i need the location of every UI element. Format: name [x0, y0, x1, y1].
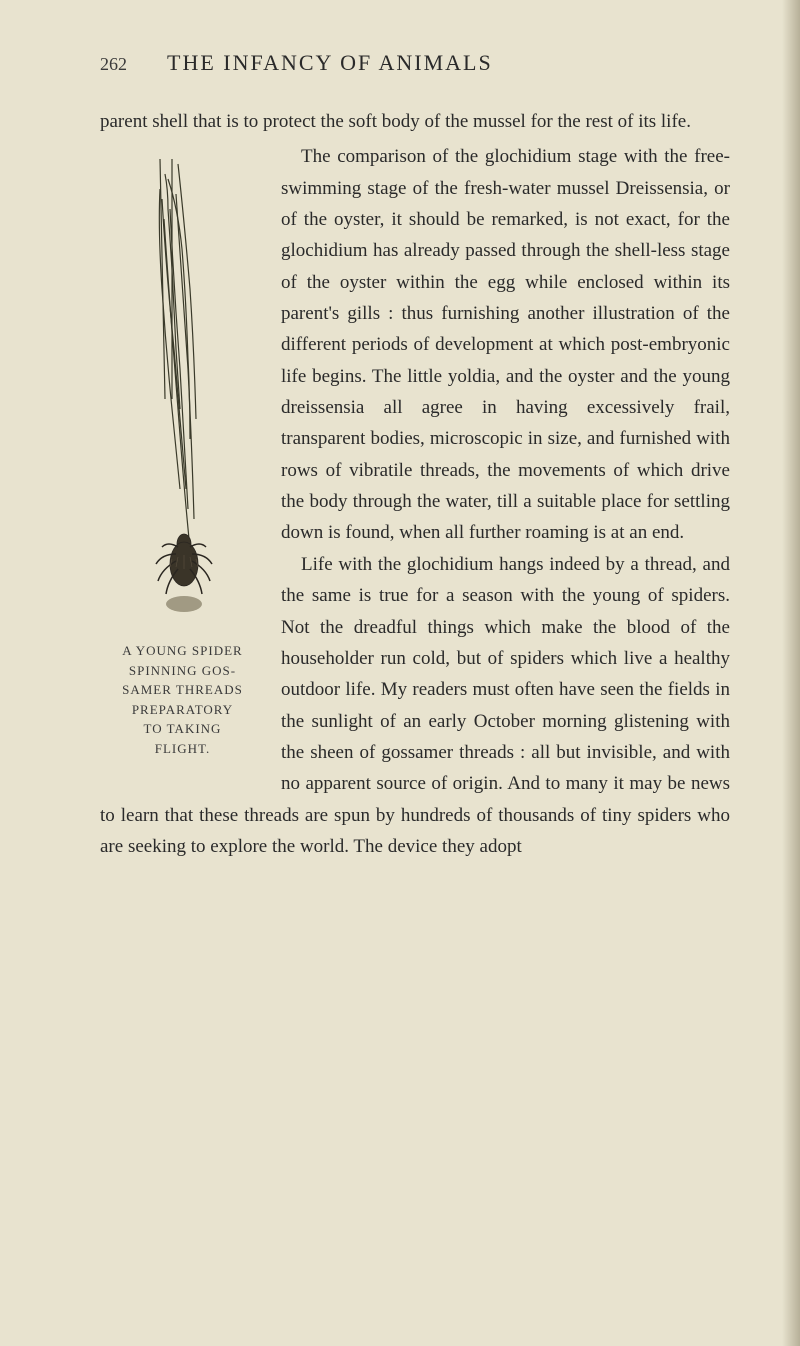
figure-caption: A YOUNG SPIDER SPINNING GOS- SAMER THREA…: [100, 641, 265, 758]
chapter-title: THE INFANCY OF ANIMALS: [167, 50, 493, 76]
caption-line-4: PREPARATORY: [132, 702, 233, 717]
content-wrapper: parent shell that is to protect the soft…: [100, 106, 730, 862]
caption-line-2: SPINNING GOS-: [129, 663, 236, 678]
page-number: 262: [100, 54, 127, 75]
spider-illustration: [110, 149, 255, 629]
main-text-block: A YOUNG SPIDER SPINNING GOS- SAMER THREA…: [100, 141, 730, 862]
caption-line-5: TO TAKING: [144, 721, 222, 736]
caption-line-6: FLIGHT.: [155, 741, 211, 756]
paragraph-1: parent shell that is to protect the soft…: [100, 106, 730, 137]
figure-block: A YOUNG SPIDER SPINNING GOS- SAMER THREA…: [100, 149, 265, 758]
caption-line-1: A YOUNG SPIDER: [122, 643, 242, 658]
page-edge-shadow: [782, 0, 800, 1346]
page-header: 262 THE INFANCY OF ANIMALS: [100, 50, 730, 76]
caption-line-3: SAMER THREADS: [122, 682, 243, 697]
